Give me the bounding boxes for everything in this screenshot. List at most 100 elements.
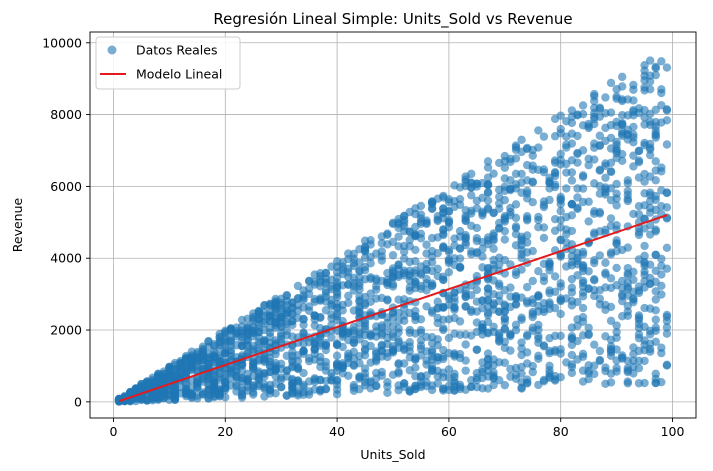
data-point [293, 376, 303, 385]
data-point [539, 165, 549, 174]
data-point [427, 366, 437, 375]
data-point [595, 251, 605, 260]
data-point [590, 361, 599, 370]
data-point [584, 374, 593, 384]
data-point [483, 289, 493, 298]
data-point [310, 385, 319, 394]
y-axis-label: Revenue [10, 197, 25, 252]
data-point [567, 323, 577, 332]
data-point [640, 241, 649, 251]
data-point [567, 368, 577, 378]
data-point [550, 171, 560, 181]
data-point [478, 323, 487, 332]
legend-label-line: Modelo Lineal [136, 67, 222, 82]
data-point [578, 146, 588, 155]
data-point [293, 364, 303, 373]
data-point [500, 301, 510, 311]
data-point [450, 254, 459, 263]
data-point [495, 199, 504, 208]
data-point [640, 60, 649, 70]
data-point [567, 340, 577, 350]
data-point [360, 299, 370, 308]
data-point [651, 337, 660, 346]
data-point [612, 367, 621, 376]
y-tick-label: 6000 [50, 179, 82, 194]
data-point [243, 336, 252, 345]
data-point [578, 109, 588, 119]
data-point [288, 347, 297, 356]
data-point [204, 352, 213, 362]
data-point [372, 381, 381, 391]
data-point [332, 390, 342, 399]
data-point [556, 111, 565, 120]
data-point [282, 296, 291, 306]
data-point [154, 369, 163, 379]
data-point [310, 345, 319, 355]
data-point [271, 304, 280, 313]
data-point [399, 295, 409, 304]
data-point [662, 105, 672, 114]
x-tick-label: 0 [110, 424, 118, 439]
data-point [405, 276, 414, 285]
data-point [332, 376, 342, 386]
data-point [601, 268, 610, 277]
data-point [556, 309, 565, 319]
data-point [349, 330, 359, 339]
data-point [528, 310, 537, 319]
data-point [388, 329, 398, 339]
data-point [483, 196, 493, 205]
data-point [467, 169, 476, 179]
data-point [344, 249, 353, 258]
data-point [444, 245, 454, 255]
data-point [204, 394, 213, 403]
data-point [511, 320, 521, 330]
data-point [662, 360, 672, 370]
data-point [567, 360, 577, 369]
data-point [640, 259, 649, 268]
data-point [383, 278, 392, 287]
data-point [651, 266, 660, 275]
data-point [455, 317, 465, 326]
data-point [416, 351, 426, 360]
data-point [310, 311, 319, 320]
data-point [377, 341, 387, 350]
data-point [562, 117, 571, 126]
data-point [399, 247, 409, 257]
data-point [411, 257, 420, 266]
data-point [662, 312, 672, 322]
data-point [578, 262, 588, 271]
y-tick-label: 2000 [50, 323, 82, 338]
data-point [439, 325, 448, 335]
data-point [584, 217, 593, 226]
data-point [372, 249, 381, 258]
x-tick-label: 40 [329, 424, 345, 439]
data-point [338, 369, 347, 378]
data-point [170, 387, 180, 397]
data-point [545, 288, 554, 298]
data-point [539, 259, 549, 269]
data-point [439, 229, 448, 239]
data-point [573, 297, 582, 307]
data-point [517, 383, 526, 392]
data-point [483, 317, 493, 327]
data-point [327, 262, 336, 271]
data-point [629, 96, 638, 105]
data-point [433, 215, 442, 224]
data-point [495, 158, 504, 168]
data-point [623, 186, 632, 196]
data-point [422, 302, 431, 311]
data-point [556, 345, 565, 354]
data-point [159, 393, 168, 403]
data-point [500, 235, 510, 244]
data-point [556, 199, 565, 209]
data-point [332, 268, 342, 277]
data-point [304, 356, 314, 366]
data-point [629, 122, 638, 132]
data-point [293, 313, 303, 323]
data-point [483, 308, 493, 318]
data-point [489, 276, 498, 285]
data-point [243, 342, 252, 351]
data-point [360, 364, 370, 373]
data-point [584, 197, 593, 206]
data-point [276, 335, 286, 344]
